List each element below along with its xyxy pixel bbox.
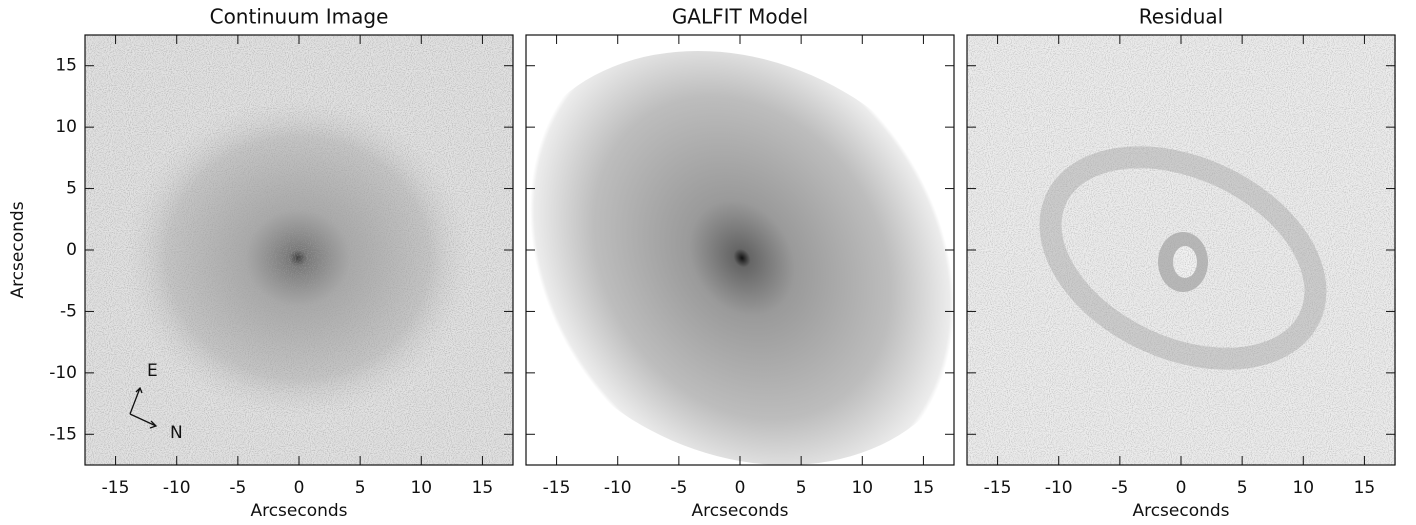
x-tick-label: -10 bbox=[604, 478, 632, 498]
x-tick-label: 10 bbox=[851, 478, 873, 498]
y-tick-label: -10 bbox=[49, 363, 77, 383]
x-tick-label: 0 bbox=[294, 478, 305, 498]
x-tick-label: 0 bbox=[735, 478, 746, 498]
x-tick-label: -5 bbox=[1111, 478, 1128, 498]
x-tick-label: -15 bbox=[543, 478, 571, 498]
panel-title: GALFIT Model bbox=[672, 5, 808, 29]
x-tick-label: -10 bbox=[1045, 478, 1073, 498]
x-tick-label: -10 bbox=[163, 478, 191, 498]
panel-title: Continuum Image bbox=[210, 5, 389, 29]
x-axis-label: Arcseconds bbox=[691, 501, 788, 521]
x-tick-label: 10 bbox=[1292, 478, 1314, 498]
annotation: N bbox=[170, 423, 183, 443]
y-tick-label: -5 bbox=[60, 301, 77, 321]
y-axis-label: Arcseconds bbox=[8, 201, 28, 298]
x-tick-label: 15 bbox=[472, 478, 494, 498]
annotation: E bbox=[147, 361, 158, 381]
y-tick-label: 0 bbox=[66, 240, 77, 260]
residual-image bbox=[967, 35, 1396, 465]
x-tick-label: 0 bbox=[1176, 478, 1187, 498]
panel-title: Residual bbox=[1139, 5, 1223, 29]
x-tick-label: 5 bbox=[355, 478, 366, 498]
x-tick-label: -5 bbox=[229, 478, 246, 498]
x-tick-label: 5 bbox=[1237, 478, 1248, 498]
model-image bbox=[526, 35, 954, 465]
x-tick-label: 15 bbox=[1354, 478, 1376, 498]
x-tick-label: 10 bbox=[410, 478, 432, 498]
x-tick-label: 5 bbox=[796, 478, 807, 498]
y-tick-label: 10 bbox=[55, 117, 77, 137]
x-tick-label: -5 bbox=[670, 478, 687, 498]
x-tick-label: 15 bbox=[913, 478, 935, 498]
x-axis-label: Arcseconds bbox=[1132, 501, 1229, 521]
x-axis-label: Arcseconds bbox=[250, 501, 347, 521]
x-tick-label: -15 bbox=[102, 478, 130, 498]
x-tick-label: -15 bbox=[984, 478, 1012, 498]
y-tick-label: 5 bbox=[66, 179, 77, 199]
y-tick-label: 15 bbox=[55, 56, 77, 76]
y-tick-label: -15 bbox=[49, 424, 77, 444]
continuum-image bbox=[85, 35, 513, 465]
